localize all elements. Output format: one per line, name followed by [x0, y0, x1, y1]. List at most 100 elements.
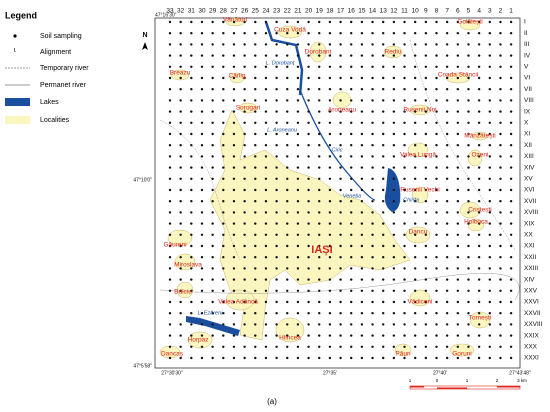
sampling-point [200, 256, 204, 259]
sampling-point [179, 99, 182, 102]
sampling-point [275, 200, 278, 203]
sampling-point [275, 188, 278, 192]
sampling-point [339, 54, 342, 57]
sampling-point [392, 166, 396, 169]
sampling-point [360, 155, 364, 158]
sampling-point [488, 166, 491, 169]
sampling-point [211, 244, 214, 248]
sampling-point [190, 155, 193, 158]
sampling-point [243, 32, 246, 35]
sampling-point [467, 20, 470, 24]
place-label: Tomești [469, 315, 491, 322]
sampling-point [424, 211, 428, 214]
sampling-point [477, 110, 481, 113]
sampling-point [382, 166, 385, 169]
sampling-point [190, 54, 193, 57]
sampling-point [328, 300, 332, 304]
sampling-point [509, 155, 513, 158]
sampling-point [328, 244, 332, 248]
sampling-point [275, 110, 278, 113]
sampling-point [488, 278, 491, 281]
sampling-point [179, 144, 182, 147]
sampling-point [456, 166, 460, 169]
sampling-point [477, 300, 481, 304]
sampling-point [296, 20, 300, 24]
sampling-point [435, 345, 438, 348]
sampling-point [403, 166, 406, 169]
sampling-point [264, 166, 268, 169]
sampling-point [499, 188, 502, 192]
sampling-point [211, 222, 214, 225]
sampling-point [211, 323, 214, 326]
sampling-point [211, 312, 214, 315]
sampling-point [360, 244, 364, 248]
sampling-point [318, 88, 321, 91]
sampling-point [296, 188, 300, 192]
sampling-point [179, 177, 182, 180]
sampling-point [382, 110, 385, 113]
sampling-point [200, 144, 204, 147]
sampling-point [254, 76, 257, 80]
row-label: XXVIII [524, 321, 543, 328]
scale-label: 1 [466, 378, 469, 383]
sampling-point [477, 188, 481, 192]
sampling-point [339, 110, 342, 113]
sampling-point [168, 356, 172, 360]
sampling-point [275, 43, 278, 46]
column-label: 33 [166, 8, 174, 15]
sampling-point [477, 155, 481, 158]
sampling-point [350, 177, 353, 180]
sampling-point [371, 188, 374, 192]
sampling-point [264, 312, 268, 315]
sampling-point [232, 155, 236, 158]
sampling-point [211, 65, 214, 69]
scale-segment [437, 387, 467, 389]
place-label: Coada Stâncii [438, 72, 478, 79]
sampling-point [445, 278, 449, 281]
sampling-point [264, 32, 268, 35]
sampling-point [243, 278, 246, 281]
sampling-point [286, 43, 289, 46]
sampling-point [371, 267, 374, 270]
sampling-point [360, 99, 364, 102]
sampling-point [243, 54, 246, 57]
sampling-point [179, 300, 182, 304]
sampling-point [339, 222, 342, 225]
sampling-point [318, 188, 321, 192]
sampling-point [232, 177, 236, 180]
sampling-point [445, 267, 449, 270]
sampling-point [435, 177, 438, 180]
sampling-point [264, 110, 268, 113]
legend-label: Soil sampling [40, 33, 82, 40]
sampling-point [371, 312, 374, 315]
sampling-point [328, 132, 332, 136]
sampling-point [200, 289, 204, 292]
sampling-point [509, 244, 513, 248]
sampling-point [307, 312, 310, 315]
sampling-point [254, 334, 257, 337]
sampling-point [232, 312, 236, 315]
sampling-point [413, 76, 417, 80]
sampling-point [200, 200, 204, 203]
sampling-point [403, 155, 406, 158]
sampling-point [190, 267, 193, 270]
sampling-point [232, 32, 236, 35]
sampling-point [509, 76, 513, 80]
sampling-point [456, 110, 460, 113]
sampling-point [371, 144, 374, 147]
sampling-point [318, 177, 321, 180]
sampling-point [275, 121, 278, 125]
sampling-point [403, 144, 406, 147]
sampling-point [445, 188, 449, 192]
sampling-point [435, 132, 438, 136]
sampling-point [286, 278, 289, 281]
sampling-point [168, 132, 172, 136]
sampling-point [318, 267, 321, 270]
sampling-point [382, 43, 385, 46]
sampling-point [403, 211, 406, 214]
sampling-point [254, 233, 257, 236]
sampling-point [190, 278, 193, 281]
sampling-point [328, 32, 332, 35]
sampling-point [435, 278, 438, 281]
sampling-point [243, 132, 246, 136]
